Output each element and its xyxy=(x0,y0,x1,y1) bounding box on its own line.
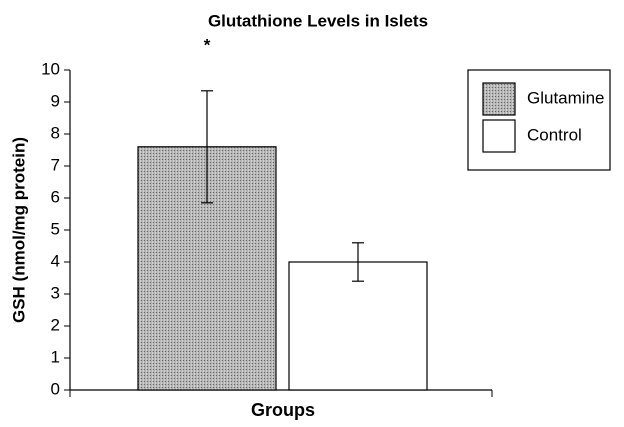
y-tick-label: 9 xyxy=(51,91,60,110)
legend-label: Glutamine xyxy=(527,88,604,107)
y-axis-label: GSH (nmol/mg protein) xyxy=(9,137,28,323)
y-tick-label: 3 xyxy=(51,283,60,302)
y-tick-label: 1 xyxy=(51,347,60,366)
annotation: * xyxy=(204,35,211,54)
y-tick-label: 6 xyxy=(51,187,60,206)
chart-title: Glutathione Levels in Islets xyxy=(208,11,428,30)
y-tick-label: 10 xyxy=(41,59,60,78)
legend-swatch xyxy=(482,119,516,153)
y-tick-label: 0 xyxy=(51,379,60,398)
error-bar xyxy=(352,242,364,282)
legend-label: Control xyxy=(527,125,582,144)
y-tick-label: 5 xyxy=(51,219,60,238)
legend-swatch xyxy=(482,82,516,116)
error-bar xyxy=(201,90,213,204)
y-tick-label: 4 xyxy=(51,251,60,270)
y-tick-label: 7 xyxy=(51,155,60,174)
x-axis-label: Groups xyxy=(251,400,315,420)
y-tick-label: 8 xyxy=(51,123,60,142)
y-tick-label: 2 xyxy=(51,315,60,334)
